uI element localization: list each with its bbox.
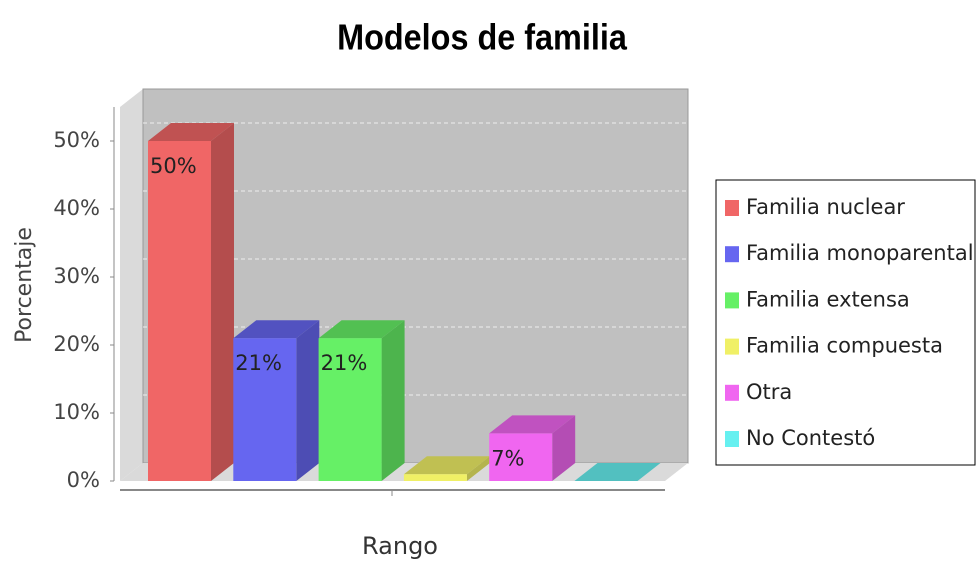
data-label: 50% <box>150 154 197 178</box>
data-label: 7% <box>491 446 524 470</box>
chart-title: Modelos de familia <box>337 18 628 58</box>
legend-swatch <box>725 246 739 263</box>
legend-label: Familia monoparental <box>746 241 974 265</box>
y-tick-label: 0% <box>67 468 100 492</box>
y-tick-label: 20% <box>53 332 100 356</box>
bar-top <box>574 463 661 481</box>
bar <box>148 141 211 481</box>
legend-label: Familia extensa <box>746 287 910 311</box>
data-label: 21% <box>321 351 368 375</box>
legend-swatch <box>725 338 739 355</box>
bar-side <box>211 123 234 481</box>
bar <box>403 474 467 481</box>
bar-side <box>466 456 490 481</box>
legend-box <box>715 179 976 466</box>
bar <box>318 338 382 481</box>
legend-label: Otra <box>746 380 792 404</box>
legend-swatch <box>725 200 739 216</box>
bar <box>233 338 297 481</box>
legend-swatch <box>725 384 739 401</box>
bar-side <box>296 320 320 481</box>
y-axis-label: Porcentaje <box>12 227 37 343</box>
side-wall <box>120 89 143 481</box>
bar-side <box>552 415 576 481</box>
y-tick-label: 30% <box>53 264 100 288</box>
bar-top <box>148 123 234 141</box>
y-tick-label: 10% <box>53 400 100 424</box>
y-tick-label: 50% <box>53 128 100 152</box>
y-tick-label: 40% <box>53 196 100 220</box>
legend-label: No Contestó <box>746 426 875 450</box>
bar-top <box>403 456 490 475</box>
legend-label: Familia nuclear <box>746 195 905 219</box>
bar <box>489 433 553 481</box>
bar-top <box>489 415 576 434</box>
x-axis-label: Rango <box>362 532 438 560</box>
legend-swatch <box>725 431 739 447</box>
bar-top <box>233 320 320 339</box>
bar-top <box>318 320 405 339</box>
bar-side <box>381 320 405 481</box>
legend-label: Familia compuesta <box>746 334 943 358</box>
data-label: 21% <box>235 351 282 375</box>
legend-swatch <box>725 292 739 309</box>
